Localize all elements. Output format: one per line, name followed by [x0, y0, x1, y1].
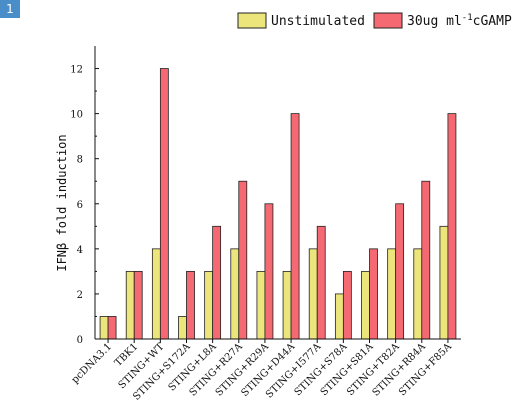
legend-label-cgamp-superscript: -1 [462, 13, 473, 23]
legend-label-cgamp-suffix: cGAMP [473, 14, 512, 29]
bar-cgamp-1 [133, 270, 143, 340]
plot-area: 024681012pcDNA3.1TBK1STING+WTSTING+S172A… [70, 46, 461, 403]
y-tick-label-2: 2 [77, 290, 83, 301]
bar-cgamp-8 [316, 225, 326, 340]
bar-cgamp-2 [159, 68, 169, 340]
bar-cgamp-3 [186, 270, 195, 340]
bar-unstimulated-2 [151, 248, 161, 340]
bar-unstimulated-13 [439, 225, 449, 340]
bar-cgamp-4 [212, 225, 222, 340]
y-axis-title: IFNβ fold induction [55, 134, 69, 271]
legend: Unstimulated 30ug ml-1cGAMP [237, 12, 512, 29]
legend-label-unstimulated: Unstimulated [271, 14, 365, 29]
bar-unstimulated-9 [334, 293, 344, 340]
bar-unstimulated-12 [413, 248, 423, 340]
y-tick-label-0: 0 [77, 335, 83, 346]
bar-cgamp-11 [395, 203, 405, 340]
bar-unstimulated-8 [308, 248, 318, 340]
bar-cgamp-5 [238, 180, 248, 340]
bar-unstimulated-11 [387, 248, 397, 340]
bar-unstimulated-1 [125, 270, 135, 340]
bar-unstimulated-5 [230, 248, 240, 340]
bar-cgamp-10 [369, 248, 378, 340]
bar-unstimulated-4 [204, 270, 214, 340]
bar-cgamp-0 [107, 316, 117, 340]
legend-swatch-cgamp [373, 12, 403, 29]
bar-unstimulated-6 [256, 270, 266, 340]
bar-unstimulated-0 [99, 316, 109, 340]
bar-cgamp-13 [447, 113, 457, 340]
y-tick-label-8: 8 [77, 155, 83, 166]
y-tick-label-4: 4 [77, 245, 83, 256]
panel-label: 1 [0, 0, 20, 18]
y-tick-label-12: 12 [70, 65, 83, 76]
bar-unstimulated-7 [282, 270, 292, 340]
y-tick-label-10: 10 [70, 110, 83, 121]
legend-label-cgamp: 30ug ml-1cGAMP [407, 13, 512, 29]
legend-label-cgamp-main: 30ug ml [407, 14, 462, 29]
x-tick-label-0: pcDNA3.1 [70, 341, 114, 385]
bar-cgamp-9 [342, 270, 352, 340]
bar-unstimulated-10 [361, 270, 370, 340]
bar-cgamp-6 [264, 203, 274, 340]
legend-swatch-unstimulated [237, 12, 267, 29]
y-tick-label-6: 6 [77, 200, 83, 211]
bar-cgamp-7 [290, 113, 300, 340]
bar-cgamp-12 [421, 180, 431, 340]
bar-unstimulated-3 [178, 316, 187, 340]
